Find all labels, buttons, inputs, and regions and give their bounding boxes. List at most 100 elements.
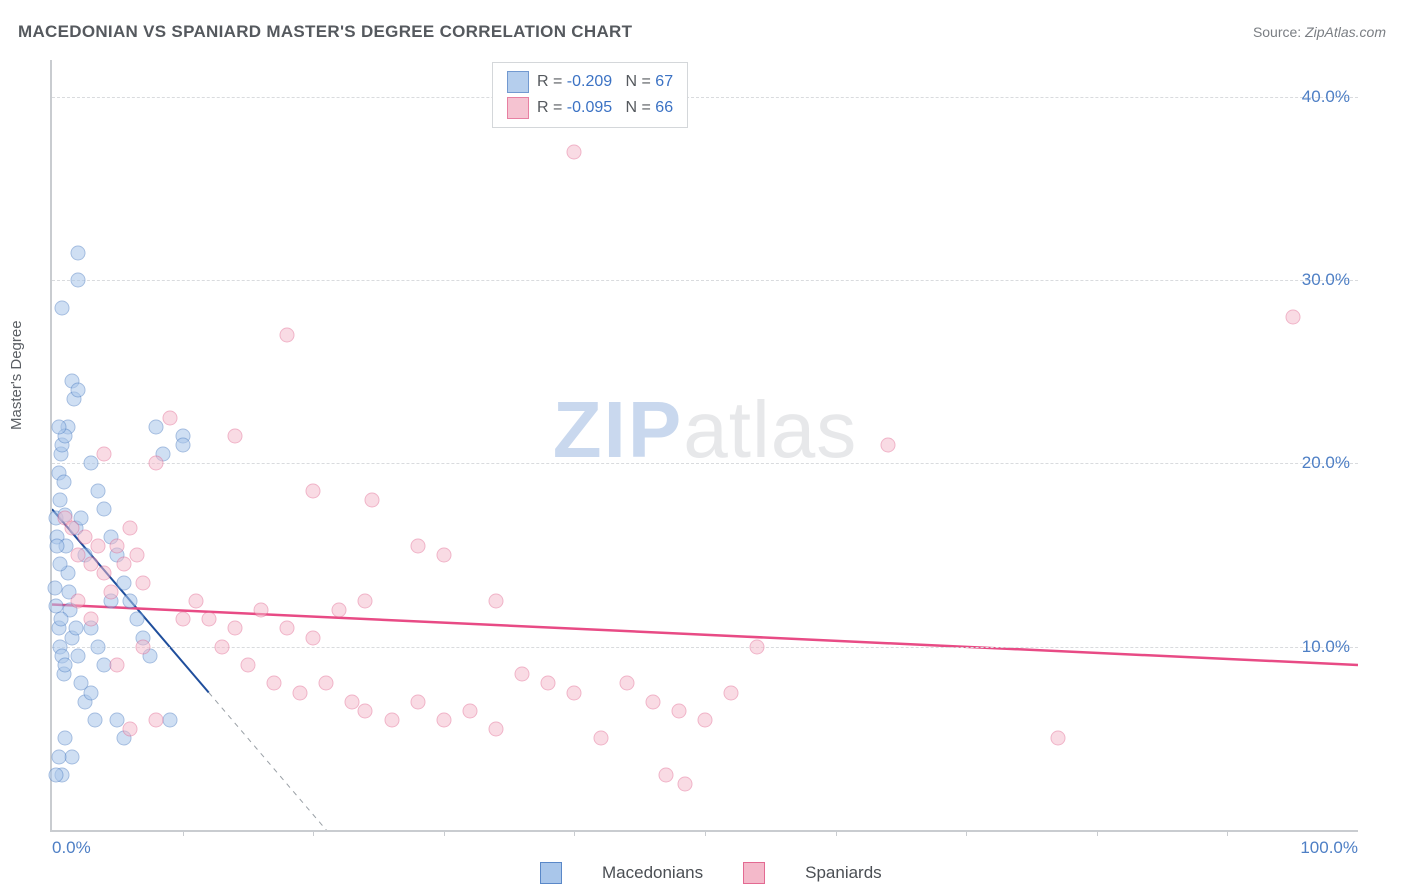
legend-label-spaniards: Spaniards xyxy=(805,863,882,883)
legend-swatch-macedonians xyxy=(540,862,562,884)
data-point xyxy=(227,621,242,636)
data-point xyxy=(306,630,321,645)
data-point xyxy=(253,603,268,618)
data-point xyxy=(103,584,118,599)
x-tick-mark xyxy=(313,830,314,836)
data-point xyxy=(293,685,308,700)
data-point xyxy=(149,456,164,471)
data-point xyxy=(129,548,144,563)
data-point xyxy=(56,474,71,489)
x-tick-mark xyxy=(183,830,184,836)
data-point xyxy=(280,328,295,343)
legend-top-row: R = -0.095 N = 66 xyxy=(507,95,673,121)
data-point xyxy=(136,575,151,590)
data-point xyxy=(97,447,112,462)
legend-bottom: Macedonians Spaniards xyxy=(540,862,882,884)
data-point xyxy=(51,419,66,434)
watermark: ZIPatlas xyxy=(553,384,857,476)
data-point xyxy=(149,419,164,434)
data-point xyxy=(90,538,105,553)
legend-swatch-spaniards xyxy=(743,862,765,884)
source-value: ZipAtlas.com xyxy=(1305,24,1386,40)
data-point xyxy=(384,713,399,728)
data-point xyxy=(71,648,86,663)
data-point xyxy=(47,581,62,596)
data-point xyxy=(489,593,504,608)
data-point xyxy=(227,428,242,443)
data-point xyxy=(136,639,151,654)
gridline-h xyxy=(52,647,1358,648)
data-point xyxy=(123,593,138,608)
data-point xyxy=(71,245,86,260)
data-point xyxy=(462,703,477,718)
data-point xyxy=(567,144,582,159)
chart-title: MACEDONIAN VS SPANIARD MASTER'S DEGREE C… xyxy=(18,22,632,42)
data-point xyxy=(50,538,65,553)
data-point xyxy=(698,713,713,728)
data-point xyxy=(52,493,67,508)
data-point xyxy=(162,713,177,728)
data-point xyxy=(671,703,686,718)
legend-top: R = -0.209 N = 67 R = -0.095 N = 66 xyxy=(492,62,688,128)
data-point xyxy=(175,612,190,627)
data-point xyxy=(658,768,673,783)
data-point xyxy=(175,438,190,453)
gridline-h xyxy=(52,280,1358,281)
data-point xyxy=(64,749,79,764)
scatter-plot-area: ZIPatlas 10.0%20.0%30.0%40.0%0.0%100.0%R… xyxy=(50,60,1358,832)
data-point xyxy=(84,456,99,471)
data-point xyxy=(88,713,103,728)
data-point xyxy=(54,612,69,627)
source-attribution: Source: ZipAtlas.com xyxy=(1253,24,1386,40)
data-point xyxy=(1050,731,1065,746)
data-point xyxy=(97,502,112,517)
data-point xyxy=(750,639,765,654)
data-point xyxy=(116,557,131,572)
data-point xyxy=(619,676,634,691)
watermark-part2: atlas xyxy=(683,385,857,474)
data-point xyxy=(90,483,105,498)
data-point xyxy=(123,520,138,535)
data-point xyxy=(358,703,373,718)
gridline-h xyxy=(52,463,1358,464)
data-point xyxy=(84,612,99,627)
legend-stats-text: R = -0.209 N = 67 xyxy=(537,73,673,91)
data-point xyxy=(55,300,70,315)
x-tick-label: 100.0% xyxy=(1300,838,1358,858)
y-tick-label: 20.0% xyxy=(1302,453,1350,473)
data-point xyxy=(129,612,144,627)
data-point xyxy=(436,713,451,728)
source-label: Source: xyxy=(1253,24,1301,40)
x-tick-mark xyxy=(836,830,837,836)
data-point xyxy=(240,658,255,673)
data-point xyxy=(201,612,216,627)
data-point xyxy=(48,768,63,783)
x-tick-mark xyxy=(1097,830,1098,836)
y-tick-label: 40.0% xyxy=(1302,87,1350,107)
data-point xyxy=(306,483,321,498)
trend-line-extrapolation xyxy=(209,693,379,831)
legend-swatch xyxy=(507,71,529,93)
data-point xyxy=(436,548,451,563)
data-point xyxy=(364,493,379,508)
data-point xyxy=(123,722,138,737)
data-point xyxy=(84,685,99,700)
y-axis-label: Master's Degree xyxy=(8,320,25,430)
data-point xyxy=(51,749,66,764)
data-point xyxy=(567,685,582,700)
data-point xyxy=(541,676,556,691)
data-point xyxy=(110,538,125,553)
data-point xyxy=(358,593,373,608)
data-point xyxy=(410,694,425,709)
data-point xyxy=(116,575,131,590)
data-point xyxy=(645,694,660,709)
x-tick-mark xyxy=(574,830,575,836)
data-point xyxy=(58,658,73,673)
data-point xyxy=(410,538,425,553)
data-point xyxy=(724,685,739,700)
data-point xyxy=(515,667,530,682)
x-tick-mark xyxy=(444,830,445,836)
trend-line xyxy=(52,605,1358,666)
data-point xyxy=(1285,309,1300,324)
data-point xyxy=(68,621,83,636)
